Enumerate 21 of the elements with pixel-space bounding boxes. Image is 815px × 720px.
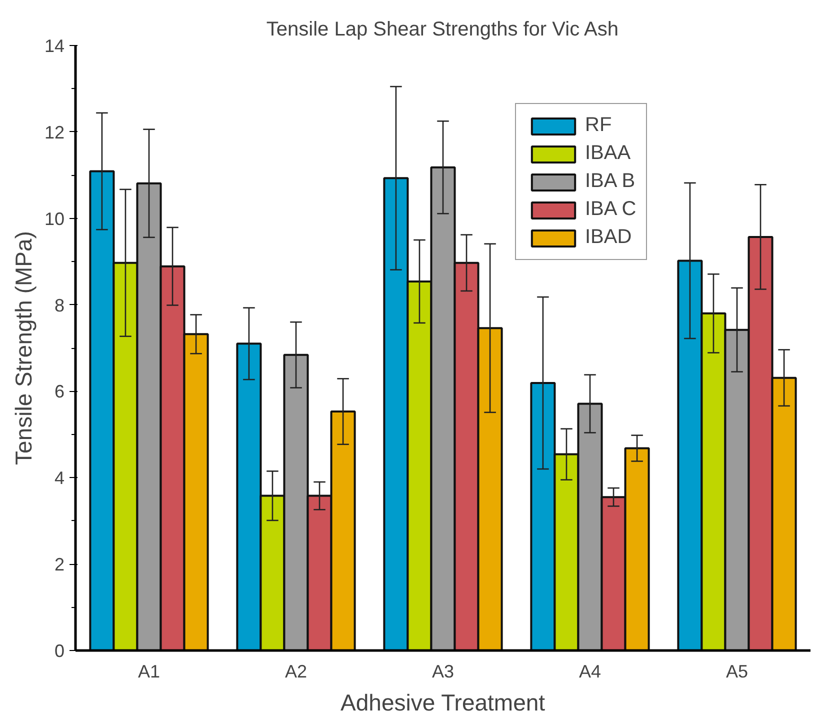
- y-tick-label: 12: [44, 122, 65, 142]
- y-tick-label: 2: [54, 554, 65, 575]
- y-tick-label: 0: [54, 641, 65, 661]
- x-tick-label: A1: [138, 662, 160, 682]
- legend-label: IBAD: [585, 226, 632, 249]
- chart-title: Tensile Lap Shear Strengths for Vic Ash: [266, 18, 618, 40]
- x-axis-title: Adhesive Treatment: [340, 690, 546, 716]
- y-tick-label: 6: [54, 382, 65, 402]
- y-tick-label: 4: [54, 468, 65, 488]
- legend-label: RF: [585, 114, 612, 137]
- y-tick-label: 8: [54, 295, 65, 316]
- legend-label: IBA C: [585, 198, 636, 221]
- y-tick-label: 10: [44, 208, 65, 229]
- x-tick-label: A5: [726, 662, 748, 682]
- legend-label: IBA B: [585, 170, 636, 193]
- x-tick-label: A4: [578, 662, 602, 682]
- x-tick-label: A3: [432, 662, 454, 682]
- legend-label: IBAA: [585, 142, 631, 165]
- y-axis-title: Tensile Strength (MPa): [10, 231, 36, 465]
- y-tick-label: 14: [44, 36, 65, 56]
- x-tick-label: A2: [284, 662, 308, 682]
